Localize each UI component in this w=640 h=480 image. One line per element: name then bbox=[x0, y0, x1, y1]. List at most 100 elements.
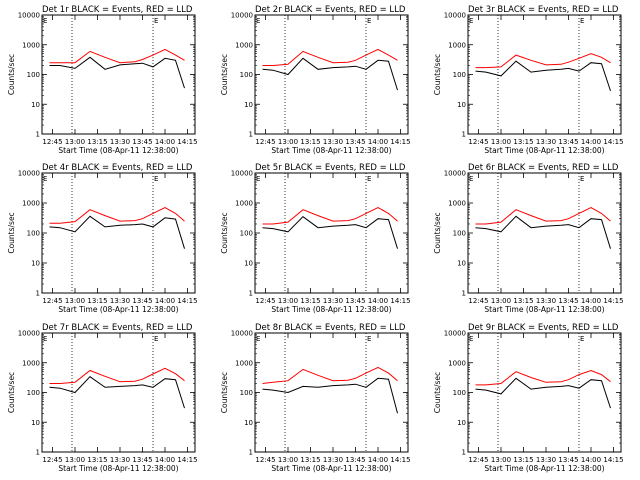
detector-panel-7: Det 7r BLACK = Events, RED = LLD 1 10 100 10… bbox=[7, 323, 198, 473]
x-tick-label: 13:30 bbox=[110, 138, 130, 146]
x-tick-label: 13:15 bbox=[87, 138, 107, 146]
plot-frame bbox=[467, 14, 622, 135]
marker-label-start: E bbox=[43, 17, 47, 25]
plot-frame bbox=[41, 14, 196, 135]
x-axis-label: Start Time (08-Apr-11 12:38:00) bbox=[484, 305, 604, 314]
y-tick-label: 10000 bbox=[231, 12, 253, 20]
y-axis-label: Counts/sec bbox=[7, 212, 16, 253]
x-tick-label: 14:15 bbox=[390, 138, 410, 146]
events-series-line bbox=[475, 215, 611, 249]
x-tick-label: 14:00 bbox=[368, 297, 388, 305]
marker-label-start: E bbox=[469, 175, 473, 183]
events-series-line bbox=[262, 377, 398, 414]
marker-label-start: E bbox=[43, 335, 47, 343]
panel-title: Det 9r BLACK = Events, RED = LLD bbox=[468, 323, 619, 333]
y-axis-label: Counts/sec bbox=[433, 54, 442, 95]
plot-frame bbox=[467, 332, 622, 453]
x-tick-label: 13:15 bbox=[513, 138, 533, 146]
x-axis-label: Start Time (08-Apr-11 12:38:00) bbox=[484, 146, 604, 155]
marker-label-end: E bbox=[580, 17, 584, 25]
x-tick-label: 14:15 bbox=[603, 138, 623, 146]
x-tick-label: 12:45 bbox=[255, 297, 275, 305]
y-tick-label: 100 bbox=[453, 389, 466, 397]
panel-title: Det 1r BLACK = Events, RED = LLD bbox=[42, 5, 193, 15]
events-series-line bbox=[475, 60, 611, 92]
y-axis-label: Counts/sec bbox=[7, 54, 16, 95]
plot-frame bbox=[254, 14, 409, 135]
detector-panel-5: Det 5r BLACK = Events, RED = LLD 1 10 100 10… bbox=[220, 163, 411, 314]
x-tick-label: 13:30 bbox=[536, 297, 556, 305]
y-tick-label: 100 bbox=[453, 71, 466, 79]
x-tick-label: 12:45 bbox=[42, 138, 62, 146]
x-tick-label: 13:15 bbox=[513, 297, 533, 305]
y-tick-label: 1000 bbox=[22, 41, 40, 49]
panel-title: Det 8r BLACK = Events, RED = LLD bbox=[255, 323, 406, 333]
x-tick-label: 13:00 bbox=[278, 138, 298, 146]
y-tick-label: 10000 bbox=[18, 330, 40, 338]
x-tick-label: 13:45 bbox=[558, 297, 578, 305]
detector-panel-1: Det 1r BLACK = Events, RED = LLD 1 10 100 10… bbox=[7, 5, 198, 155]
panel-title: Det 6r BLACK = Events, RED = LLD bbox=[468, 163, 619, 173]
detector-panel-2: Det 2r BLACK = Events, RED = LLD 1 10 100 10… bbox=[220, 5, 411, 155]
x-tick-label: 13:30 bbox=[110, 456, 130, 464]
x-tick-label: 13:30 bbox=[110, 297, 130, 305]
lld-series-line bbox=[49, 48, 185, 64]
y-axis-label: Counts/sec bbox=[7, 372, 16, 413]
x-tick-label: 13:45 bbox=[132, 456, 152, 464]
y-tick-label: 10000 bbox=[18, 12, 40, 20]
x-tick-label: 13:00 bbox=[278, 297, 298, 305]
marker-label-start: E bbox=[469, 17, 473, 25]
detector-panel-4: Det 4r BLACK = Events, RED = LLD 1 10 100 10… bbox=[7, 163, 198, 314]
lld-series-line bbox=[475, 369, 611, 386]
x-tick-label: 13:00 bbox=[491, 138, 511, 146]
x-tick-label: 14:15 bbox=[177, 456, 197, 464]
y-tick-label: 1000 bbox=[235, 41, 253, 49]
y-tick-label: 1 bbox=[36, 290, 40, 298]
plot-frame bbox=[254, 332, 409, 453]
panel-title: Det 4r BLACK = Events, RED = LLD bbox=[42, 163, 193, 173]
marker-label-start: E bbox=[43, 175, 47, 183]
y-tick-label: 1000 bbox=[448, 200, 466, 208]
events-series-line bbox=[49, 376, 185, 409]
y-tick-label: 10 bbox=[244, 101, 253, 109]
panel-title: Det 3r BLACK = Events, RED = LLD bbox=[468, 5, 619, 15]
y-axis-label: Counts/sec bbox=[220, 212, 229, 253]
events-series-line bbox=[49, 56, 185, 89]
y-tick-label: 10 bbox=[244, 260, 253, 268]
y-axis-label: Counts/sec bbox=[220, 372, 229, 413]
x-tick-label: 12:45 bbox=[468, 456, 488, 464]
marker-label-end: E bbox=[154, 17, 158, 25]
y-tick-label: 100 bbox=[240, 389, 253, 397]
y-tick-label: 10000 bbox=[231, 170, 253, 178]
y-tick-label: 10000 bbox=[231, 330, 253, 338]
y-tick-label: 1 bbox=[249, 449, 253, 457]
y-tick-label: 1000 bbox=[448, 41, 466, 49]
x-tick-label: 13:45 bbox=[345, 456, 365, 464]
x-tick-label: 13:15 bbox=[87, 297, 107, 305]
marker-label-end: E bbox=[154, 335, 158, 343]
marker-label-end: E bbox=[367, 175, 371, 183]
x-tick-label: 13:00 bbox=[491, 456, 511, 464]
x-tick-label: 13:15 bbox=[300, 297, 320, 305]
y-tick-label: 1 bbox=[462, 131, 466, 139]
y-tick-label: 10 bbox=[457, 260, 466, 268]
x-tick-label: 13:00 bbox=[65, 138, 85, 146]
x-tick-label: 12:45 bbox=[42, 297, 62, 305]
x-tick-label: 14:00 bbox=[581, 138, 601, 146]
x-tick-label: 14:15 bbox=[177, 138, 197, 146]
lld-series-line bbox=[475, 207, 611, 225]
panel-title: Det 7r BLACK = Events, RED = LLD bbox=[42, 323, 193, 333]
marker-label-start: E bbox=[469, 335, 473, 343]
x-tick-label: 14:15 bbox=[603, 297, 623, 305]
x-tick-label: 13:15 bbox=[300, 138, 320, 146]
y-axis-label: Counts/sec bbox=[220, 54, 229, 95]
x-axis-label: Start Time (08-Apr-11 12:38:00) bbox=[58, 146, 178, 155]
y-tick-label: 100 bbox=[27, 230, 40, 238]
x-tick-label: 12:45 bbox=[255, 138, 275, 146]
y-tick-label: 10000 bbox=[444, 170, 466, 178]
x-tick-label: 14:00 bbox=[368, 138, 388, 146]
y-tick-label: 1000 bbox=[22, 359, 40, 367]
x-tick-label: 13:00 bbox=[65, 297, 85, 305]
y-tick-label: 1000 bbox=[235, 200, 253, 208]
